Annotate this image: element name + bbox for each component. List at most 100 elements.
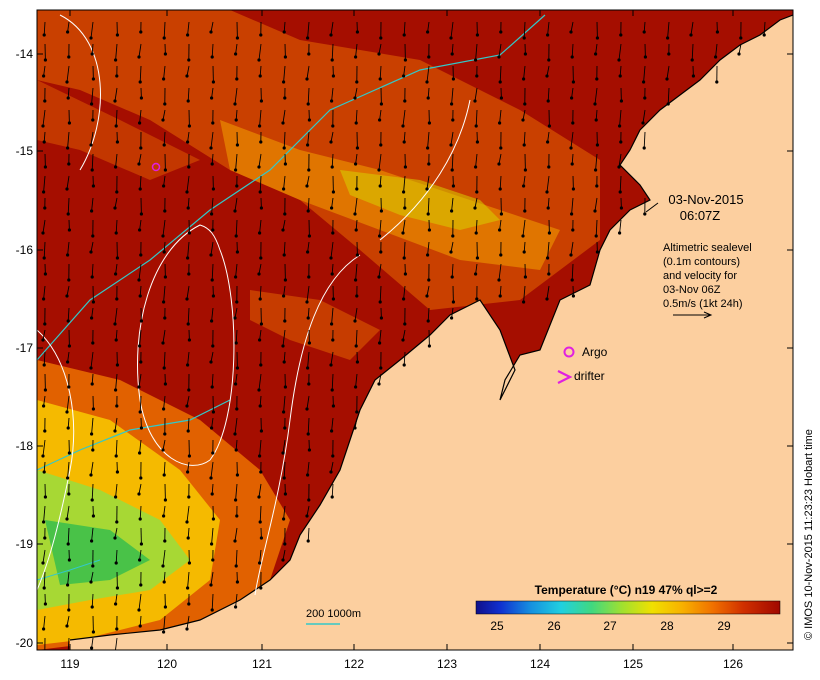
velocity-arrow: [547, 197, 550, 209]
velocity-arrow-head: [306, 316, 310, 320]
velocity-arrow-head: [114, 272, 118, 276]
velocity-arrow-head: [283, 212, 287, 216]
velocity-arrow-head: [474, 58, 478, 62]
velocity-arrow: [523, 131, 526, 146]
velocity-arrow: [426, 65, 430, 83]
velocity-arrow: [499, 219, 502, 231]
velocity-arrow: [90, 351, 94, 369]
velocity-arrow-head: [138, 187, 142, 191]
velocity-arrow: [211, 307, 214, 322]
lon-tick-label: 120: [157, 657, 177, 671]
velocity-arrow-head: [305, 77, 309, 81]
velocity-arrow-head: [401, 124, 405, 128]
velocity-arrow-head: [450, 102, 454, 106]
velocity-arrow-head: [138, 80, 142, 84]
velocity-arrow: [547, 87, 550, 102]
velocity-arrow-head: [187, 454, 191, 458]
velocity-arrow: [571, 263, 574, 281]
velocity-arrow-head: [643, 55, 648, 59]
velocity-arrow-head: [67, 162, 71, 166]
velocity-arrow: [379, 109, 382, 121]
velocity-arrow: [355, 109, 358, 124]
velocity-arrow: [234, 417, 238, 435]
velocity-arrow-head: [330, 495, 334, 499]
velocity-arrow-head: [521, 234, 525, 238]
velocity-arrow: [570, 131, 574, 149]
velocity-arrow: [138, 593, 142, 611]
lon-tick-label: 119: [60, 657, 79, 671]
velocity-arrow-head: [355, 294, 359, 298]
velocity-arrow-head: [139, 476, 143, 480]
velocity-arrow: [595, 43, 598, 55]
velocity-arrow-head: [618, 124, 622, 128]
velocity-arrow-head: [65, 80, 69, 84]
velocity-arrow-head: [138, 624, 142, 628]
velocity-arrow-head: [161, 118, 165, 122]
velocity-arrow-head: [379, 366, 383, 370]
velocity-arrow: [283, 285, 286, 297]
velocity-arrow-head: [474, 231, 478, 235]
velocity-arrow-head: [329, 363, 333, 367]
coastline: [69, 14, 793, 641]
velocity-arrow-head: [43, 495, 48, 499]
velocity-arrow: [330, 131, 334, 143]
velocity-arrow-head: [737, 52, 741, 56]
velocity-arrow: [90, 461, 94, 476]
legend-line: and velocity for: [663, 270, 737, 282]
velocity-arrow-head: [257, 165, 261, 169]
velocity-arrow-head: [258, 190, 262, 194]
velocity-arrow: [619, 219, 622, 234]
sealevel-contour: [254, 254, 361, 596]
velocity-arrow: [330, 351, 334, 366]
velocity-arrow-head: [42, 404, 46, 408]
sst-patch-darkgreen-sw: [45, 520, 150, 585]
velocity-arrow-head: [282, 253, 286, 257]
velocity-arrow-head: [307, 341, 311, 345]
velocity-arrow-head: [113, 322, 117, 326]
velocity-arrow-head: [378, 118, 382, 122]
velocity-arrow-head: [66, 360, 70, 364]
velocity-arrow-head: [235, 366, 239, 370]
velocity-arrow: [67, 351, 70, 363]
velocity-arrow: [235, 549, 238, 567]
velocity-arrow-head: [163, 102, 167, 106]
velocity-arrow-head: [259, 536, 263, 540]
velocity-arrow: [475, 153, 478, 168]
velocity-arrow: [306, 65, 310, 80]
velocity-arrow-head: [259, 99, 263, 103]
velocity-arrow-head: [426, 96, 430, 100]
velocity-arrow-head: [426, 319, 430, 323]
velocity-arrow: [67, 417, 70, 429]
velocity-arrow-head: [163, 605, 167, 609]
velocity-arrow: [258, 43, 262, 61]
velocity-arrow-head: [90, 498, 94, 502]
velocity-arrow: [235, 43, 238, 55]
velocity-arrow: [259, 219, 262, 234]
velocity-arrow-head: [594, 168, 598, 172]
velocity-arrow-head: [163, 275, 167, 279]
velocity-arrow-head: [307, 275, 311, 279]
velocity-arrow-head: [66, 426, 70, 430]
velocity-arrow-head: [570, 162, 574, 166]
velocity-arrow-head: [306, 539, 310, 543]
velocity-arrow-head: [43, 429, 47, 433]
velocity-arrow: [210, 131, 214, 149]
velocity-arrow: [522, 219, 526, 237]
velocity-arrow-head: [330, 388, 334, 392]
velocity-arrow: [91, 197, 94, 212]
velocity-arrow: [187, 461, 190, 473]
velocity-arrow-head: [355, 146, 359, 150]
velocity-arrow-head: [281, 228, 285, 232]
velocity-arrow-head: [42, 627, 46, 631]
velocity-arrow-head: [234, 448, 238, 452]
velocity-arrow-head: [282, 410, 286, 414]
velocity-arrow-head: [330, 272, 334, 276]
velocity-arrow-head: [521, 118, 525, 122]
velocity-arrow: [114, 527, 118, 539]
velocity-arrow-head: [307, 498, 311, 502]
velocity-arrow-head: [547, 165, 551, 169]
colorbar-gradient: [475, 600, 781, 615]
velocity-arrow-head: [89, 250, 93, 254]
velocity-arrow-head: [161, 564, 165, 568]
velocity-arrow-head: [139, 96, 143, 100]
